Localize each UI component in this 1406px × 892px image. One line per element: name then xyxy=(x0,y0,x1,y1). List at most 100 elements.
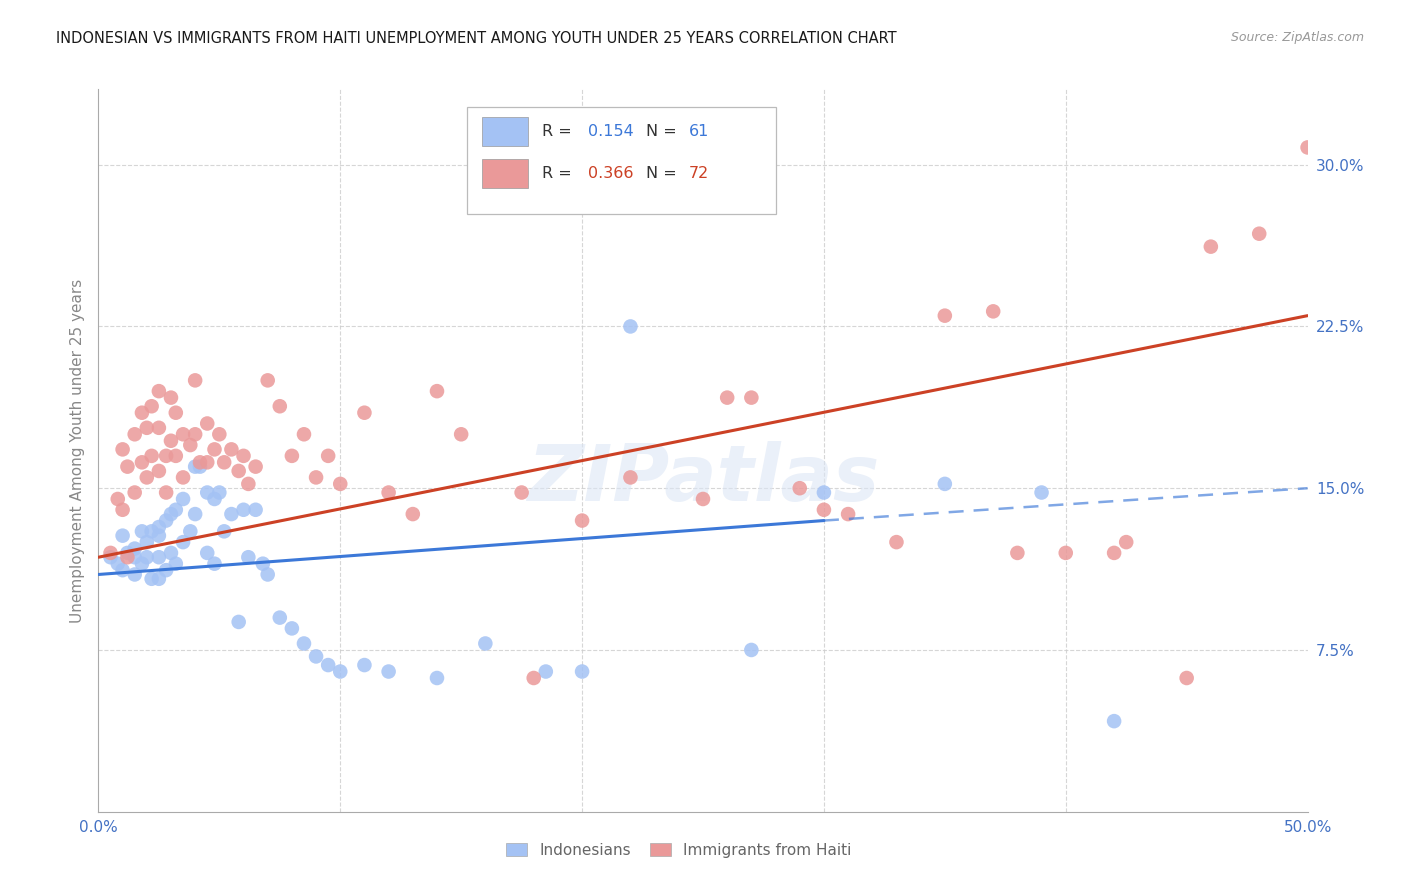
Point xyxy=(172,491,194,506)
Point xyxy=(212,524,235,539)
Point xyxy=(188,459,211,474)
Point xyxy=(377,665,399,679)
Point xyxy=(172,427,194,442)
Text: R =: R = xyxy=(543,124,576,139)
Point xyxy=(155,563,177,577)
Point xyxy=(195,417,218,431)
Point xyxy=(117,550,139,565)
Point xyxy=(619,470,641,484)
FancyBboxPatch shape xyxy=(482,160,527,188)
Point xyxy=(426,671,449,685)
Point xyxy=(305,470,328,484)
Point xyxy=(117,459,139,474)
Point xyxy=(148,421,170,435)
Text: INDONESIAN VS IMMIGRANTS FROM HAITI UNEMPLOYMENT AMONG YOUTH UNDER 25 YEARS CORR: INDONESIAN VS IMMIGRANTS FROM HAITI UNEM… xyxy=(56,31,897,46)
Point xyxy=(245,459,267,474)
Point xyxy=(124,427,146,442)
Point xyxy=(1102,714,1125,728)
Point xyxy=(256,567,278,582)
Point xyxy=(165,449,187,463)
Point xyxy=(124,485,146,500)
Point xyxy=(789,481,811,495)
Point xyxy=(232,502,254,516)
Point xyxy=(716,391,738,405)
Point xyxy=(107,491,129,506)
Point xyxy=(135,421,157,435)
Point xyxy=(886,535,908,549)
Text: N =: N = xyxy=(647,166,682,181)
Point xyxy=(740,391,762,405)
Legend: Indonesians, Immigrants from Haiti: Indonesians, Immigrants from Haiti xyxy=(498,835,859,865)
Point xyxy=(208,485,231,500)
Point xyxy=(155,485,177,500)
Point xyxy=(1249,227,1271,241)
Text: 0.366: 0.366 xyxy=(588,166,634,181)
Point xyxy=(329,476,352,491)
FancyBboxPatch shape xyxy=(482,118,527,146)
Point xyxy=(141,524,163,539)
Point xyxy=(100,550,122,565)
Point xyxy=(692,491,714,506)
Point xyxy=(245,502,267,516)
Point xyxy=(131,406,153,420)
Point xyxy=(131,455,153,469)
Point xyxy=(184,427,207,442)
Y-axis label: Unemployment Among Youth under 25 years: Unemployment Among Youth under 25 years xyxy=(69,278,84,623)
Point xyxy=(1102,546,1125,560)
Point xyxy=(195,455,218,469)
Point xyxy=(281,621,304,635)
Point xyxy=(179,438,201,452)
Point xyxy=(316,449,339,463)
Point xyxy=(148,464,170,478)
Point xyxy=(426,384,449,399)
Point xyxy=(221,507,243,521)
Point xyxy=(184,507,207,521)
Point xyxy=(281,449,304,463)
Point xyxy=(450,427,472,442)
Point xyxy=(1199,240,1222,254)
Point xyxy=(329,665,352,679)
Point xyxy=(111,529,134,543)
Point xyxy=(981,304,1004,318)
Point xyxy=(353,406,375,420)
Point xyxy=(148,572,170,586)
Point xyxy=(523,671,546,685)
Point xyxy=(141,399,163,413)
Point xyxy=(269,610,291,624)
Point xyxy=(195,485,218,500)
Point xyxy=(124,541,146,556)
Text: Source: ZipAtlas.com: Source: ZipAtlas.com xyxy=(1230,31,1364,45)
Point xyxy=(1296,140,1319,154)
Point xyxy=(353,658,375,673)
Point xyxy=(165,406,187,420)
Point xyxy=(135,535,157,549)
Point xyxy=(165,502,187,516)
Point xyxy=(204,442,226,457)
Point xyxy=(155,514,177,528)
Point xyxy=(305,649,328,664)
Point xyxy=(1054,546,1077,560)
Point xyxy=(292,636,315,650)
Point xyxy=(269,399,291,413)
Text: R =: R = xyxy=(543,166,576,181)
Point xyxy=(292,427,315,442)
Point xyxy=(165,557,187,571)
Point xyxy=(148,550,170,565)
Point xyxy=(141,572,163,586)
Point xyxy=(534,665,557,679)
Text: 0.154: 0.154 xyxy=(588,124,634,139)
Point xyxy=(252,557,274,571)
Text: 61: 61 xyxy=(689,124,709,139)
Point xyxy=(188,455,211,469)
Point xyxy=(204,557,226,571)
FancyBboxPatch shape xyxy=(467,107,776,214)
Point xyxy=(184,373,207,387)
Text: 72: 72 xyxy=(689,166,709,181)
Point xyxy=(204,491,226,506)
Point xyxy=(172,535,194,549)
Point xyxy=(1031,485,1053,500)
Point xyxy=(221,442,243,457)
Text: N =: N = xyxy=(647,124,682,139)
Point xyxy=(740,643,762,657)
Point xyxy=(111,502,134,516)
